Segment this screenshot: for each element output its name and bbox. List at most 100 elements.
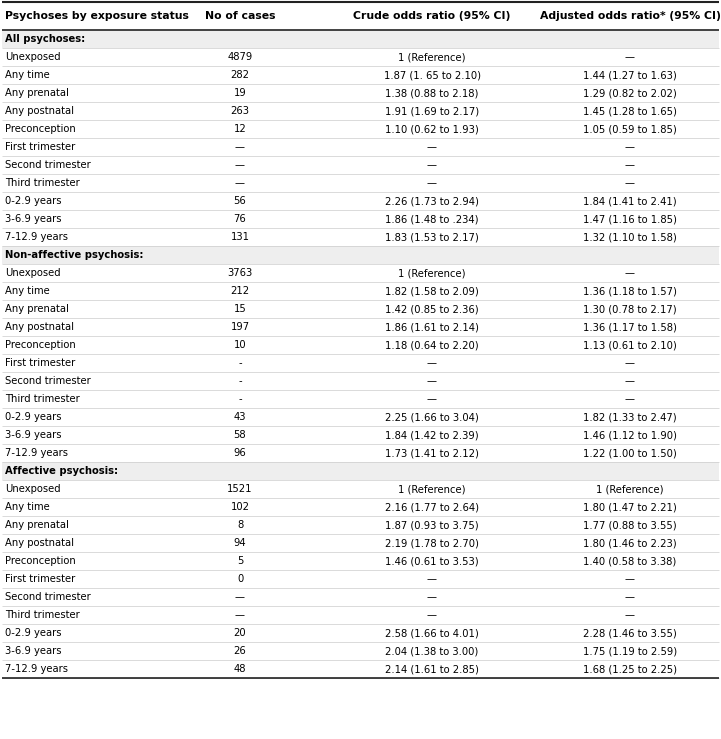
- Text: Non-affective psychosis:: Non-affective psychosis:: [5, 250, 143, 260]
- Bar: [2, 534, 719, 552]
- Text: —: —: [625, 178, 635, 188]
- Text: 1.36 (1.18 to 1.57): 1.36 (1.18 to 1.57): [583, 286, 677, 296]
- Text: 1.42 (0.85 to 2.36): 1.42 (0.85 to 2.36): [385, 304, 479, 314]
- Bar: [2, 138, 719, 156]
- Text: Any time: Any time: [5, 286, 50, 296]
- Text: 1.84 (1.41 to 2.41): 1.84 (1.41 to 2.41): [583, 196, 677, 206]
- Text: 1.47 (1.16 to 1.85): 1.47 (1.16 to 1.85): [583, 214, 677, 224]
- Text: 2.16 (1.77 to 2.64): 2.16 (1.77 to 2.64): [385, 502, 479, 512]
- Text: -: -: [238, 376, 242, 386]
- Bar: [2, 84, 719, 102]
- Text: Preconception: Preconception: [5, 340, 76, 350]
- Bar: [2, 606, 719, 624]
- Text: 1.18 (0.64 to 2.20): 1.18 (0.64 to 2.20): [385, 340, 479, 350]
- Text: —: —: [427, 610, 437, 620]
- Bar: [2, 300, 719, 318]
- Text: —: —: [625, 394, 635, 404]
- Text: Any prenatal: Any prenatal: [5, 304, 69, 314]
- Bar: [2, 390, 719, 408]
- Text: —: —: [427, 142, 437, 152]
- Bar: [2, 624, 719, 642]
- Bar: [2, 408, 719, 426]
- Text: 5: 5: [236, 556, 243, 566]
- Text: 1.10 (0.62 to 1.93): 1.10 (0.62 to 1.93): [385, 124, 479, 134]
- Text: 1.46 (1.12 to 1.90): 1.46 (1.12 to 1.90): [583, 430, 677, 440]
- Text: 0-2.9 years: 0-2.9 years: [5, 412, 61, 422]
- Text: 1.84 (1.42 to 2.39): 1.84 (1.42 to 2.39): [385, 430, 479, 440]
- Bar: [2, 498, 719, 516]
- Text: First trimester: First trimester: [5, 358, 75, 368]
- Text: 1.80 (1.46 to 2.23): 1.80 (1.46 to 2.23): [583, 538, 677, 548]
- Text: 26: 26: [234, 646, 247, 656]
- Text: 2.58 (1.66 to 4.01): 2.58 (1.66 to 4.01): [385, 628, 479, 638]
- Text: 10: 10: [234, 340, 247, 350]
- Text: —: —: [427, 160, 437, 170]
- Text: 2.04 (1.38 to 3.00): 2.04 (1.38 to 3.00): [386, 646, 479, 656]
- Text: 7-12.9 years: 7-12.9 years: [5, 232, 68, 242]
- Text: —: —: [625, 142, 635, 152]
- Bar: [2, 480, 719, 498]
- Text: 1.82 (1.58 to 2.09): 1.82 (1.58 to 2.09): [385, 286, 479, 296]
- Text: 3-6.9 years: 3-6.9 years: [5, 430, 61, 440]
- Bar: [2, 66, 719, 84]
- Bar: [2, 660, 719, 678]
- Text: 1 (Reference): 1 (Reference): [596, 484, 664, 494]
- Text: 94: 94: [234, 538, 247, 548]
- Text: —: —: [235, 160, 245, 170]
- Text: Third trimester: Third trimester: [5, 610, 80, 620]
- Text: —: —: [235, 178, 245, 188]
- Text: 1.86 (1.48 to .234): 1.86 (1.48 to .234): [385, 214, 479, 224]
- Text: —: —: [625, 160, 635, 170]
- Text: 4879: 4879: [227, 52, 252, 62]
- Text: 2.19 (1.78 to 2.70): 2.19 (1.78 to 2.70): [385, 538, 479, 548]
- Text: —: —: [625, 358, 635, 368]
- Text: First trimester: First trimester: [5, 142, 75, 152]
- Text: All psychoses:: All psychoses:: [5, 34, 85, 44]
- Text: -: -: [238, 358, 242, 368]
- Text: —: —: [625, 52, 635, 62]
- Text: 1.87 (0.93 to 3.75): 1.87 (0.93 to 3.75): [385, 520, 479, 530]
- Text: 1.91 (1.69 to 2.17): 1.91 (1.69 to 2.17): [385, 106, 479, 116]
- Bar: [2, 372, 719, 390]
- Text: 3-6.9 years: 3-6.9 years: [5, 646, 61, 656]
- Text: Third trimester: Third trimester: [5, 178, 80, 188]
- Text: —: —: [625, 592, 635, 602]
- Text: Second trimester: Second trimester: [5, 592, 91, 602]
- Text: 48: 48: [234, 664, 247, 674]
- Text: —: —: [427, 358, 437, 368]
- Text: 0-2.9 years: 0-2.9 years: [5, 628, 61, 638]
- Text: First trimester: First trimester: [5, 574, 75, 584]
- Bar: [2, 642, 719, 660]
- Text: Unexposed: Unexposed: [5, 52, 61, 62]
- Bar: [2, 102, 719, 120]
- Text: 56: 56: [234, 196, 247, 206]
- Text: 1.82 (1.33 to 2.47): 1.82 (1.33 to 2.47): [583, 412, 677, 422]
- Bar: [2, 462, 719, 480]
- Bar: [2, 318, 719, 336]
- Text: —: —: [625, 376, 635, 386]
- Text: Any postnatal: Any postnatal: [5, 106, 74, 116]
- Text: Affective psychosis:: Affective psychosis:: [5, 466, 118, 476]
- Text: 1.45 (1.28 to 1.65): 1.45 (1.28 to 1.65): [583, 106, 677, 116]
- Text: Any time: Any time: [5, 502, 50, 512]
- Text: Unexposed: Unexposed: [5, 484, 61, 494]
- Text: 102: 102: [231, 502, 249, 512]
- Text: Any prenatal: Any prenatal: [5, 520, 69, 530]
- Text: Third trimester: Third trimester: [5, 394, 80, 404]
- Bar: [2, 174, 719, 192]
- Text: 1.46 (0.61 to 3.53): 1.46 (0.61 to 3.53): [385, 556, 479, 566]
- Text: 3763: 3763: [227, 268, 252, 278]
- Text: 43: 43: [234, 412, 247, 422]
- Text: 1 (Reference): 1 (Reference): [398, 52, 466, 62]
- Text: 1.29 (0.82 to 2.02): 1.29 (0.82 to 2.02): [583, 88, 677, 98]
- Text: Psychoses by exposure status: Psychoses by exposure status: [5, 11, 189, 21]
- Text: —: —: [235, 592, 245, 602]
- Text: Crude odds ratio (95% CI): Crude odds ratio (95% CI): [353, 11, 510, 21]
- Text: —: —: [427, 574, 437, 584]
- Text: 282: 282: [231, 70, 249, 80]
- Text: Any postnatal: Any postnatal: [5, 322, 74, 332]
- Bar: [2, 426, 719, 444]
- Text: 76: 76: [234, 214, 247, 224]
- Text: 263: 263: [231, 106, 249, 116]
- Text: 131: 131: [231, 232, 249, 242]
